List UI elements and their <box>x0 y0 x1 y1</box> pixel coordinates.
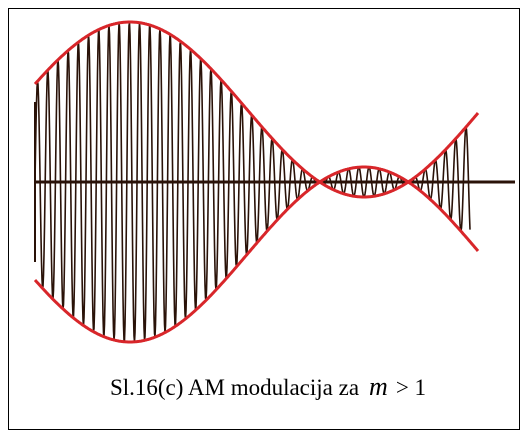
frame <box>8 8 520 430</box>
lower-envelope <box>33 165 480 344</box>
caption-variable: m <box>369 372 388 401</box>
caption: Sl.16(c) AM modulacija za m > 1 <box>110 372 426 401</box>
caption-text: Sl.16(c) AM modulacija za <box>110 375 359 400</box>
upper-envelope <box>33 20 480 199</box>
caption-relation: > 1 <box>396 375 426 400</box>
envelope <box>33 20 480 344</box>
